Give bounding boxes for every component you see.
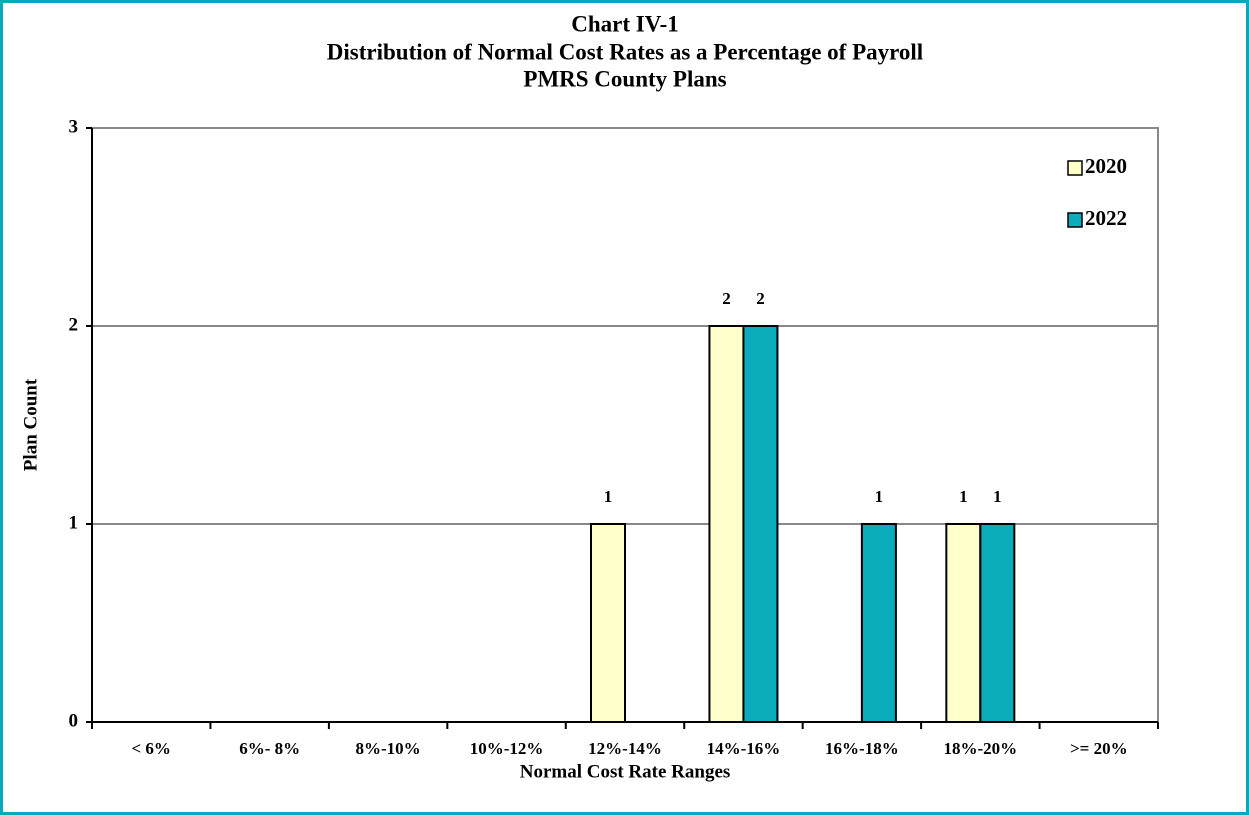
bar (708, 325, 745, 723)
y-tick-label: 1 (69, 512, 79, 533)
data-label: 1 (993, 487, 1002, 506)
y-tick-label: 2 (69, 314, 79, 335)
bar (590, 523, 626, 723)
x-tick-label: 6%- 8% (239, 739, 300, 758)
chart-title: PMRS County Plans (523, 66, 726, 91)
data-label: 1 (959, 487, 968, 506)
data-label: 1 (875, 487, 884, 506)
data-label: 1 (604, 487, 613, 506)
legend-swatch (1067, 160, 1083, 176)
y-tick-label: 3 (69, 116, 79, 137)
x-tick-label: 14%-16% (707, 739, 781, 758)
x-tick-label: >= 20% (1070, 739, 1128, 758)
chart-title: Distribution of Normal Cost Rates as a P… (327, 39, 923, 64)
x-tick-label: 16%-18% (825, 739, 899, 758)
bar (860, 523, 897, 723)
legend-label: 2020 (1085, 154, 1127, 178)
legend-label: 2022 (1085, 206, 1127, 230)
y-axis-label: Plan Count (20, 378, 41, 471)
data-label: 2 (756, 289, 765, 308)
x-axis-label: Normal Cost Rate Ranges (520, 761, 731, 782)
chart-title: Chart IV-1 (571, 11, 679, 36)
x-tick-label: < 6% (132, 739, 171, 758)
legend-swatch (1067, 212, 1083, 228)
y-tick-label: 0 (69, 710, 79, 731)
bar (945, 523, 982, 723)
x-tick-label: 10%-12% (470, 739, 544, 758)
data-label: 2 (722, 289, 731, 308)
x-tick-label: 18%-20% (943, 739, 1017, 758)
x-tick-label: 8%-10% (356, 739, 421, 758)
bar (979, 523, 1016, 723)
x-tick-label: 12%-14% (588, 739, 662, 758)
bar (742, 325, 779, 723)
